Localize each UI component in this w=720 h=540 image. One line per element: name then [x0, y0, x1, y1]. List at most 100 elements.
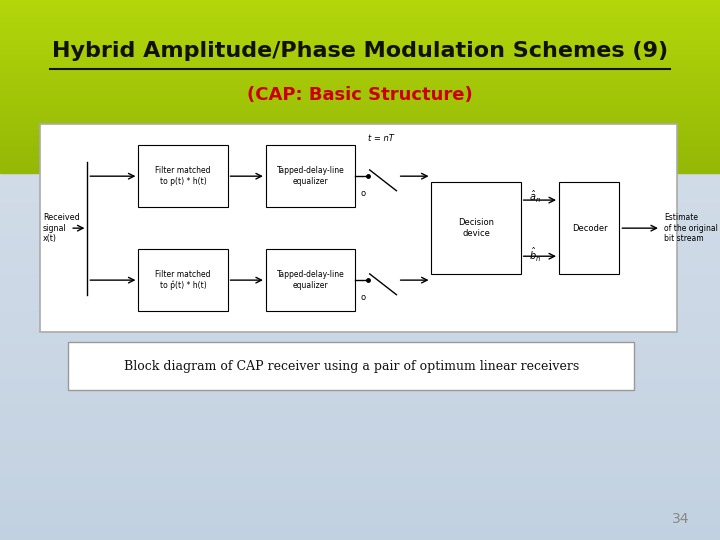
Bar [0, 312, 720, 313]
Bar [0, 150, 720, 151]
Bar [0, 232, 720, 234]
Bar [0, 367, 720, 369]
Bar [0, 511, 720, 513]
Bar [0, 524, 720, 525]
Text: Estimate
of the original
bit stream: Estimate of the original bit stream [664, 213, 718, 243]
Bar [0, 131, 720, 133]
Bar [0, 221, 720, 223]
Bar [0, 272, 720, 274]
Bar [0, 34, 720, 36]
Bar [0, 299, 720, 301]
Bar [0, 380, 720, 382]
Bar [0, 373, 720, 374]
Bar [0, 115, 720, 117]
Bar [0, 517, 720, 518]
Bar [0, 274, 720, 275]
Bar [0, 49, 720, 50]
Bar [0, 185, 720, 187]
FancyBboxPatch shape [68, 342, 634, 390]
Bar [0, 191, 720, 193]
Bar [0, 396, 720, 398]
Text: Received
signal
x(t): Received signal x(t) [42, 213, 79, 243]
Bar [0, 439, 720, 441]
Bar [0, 104, 720, 106]
Bar [0, 254, 720, 255]
Bar [0, 7, 720, 9]
Bar [0, 471, 720, 474]
Bar [0, 193, 720, 194]
Bar [0, 157, 720, 158]
Bar [0, 103, 720, 104]
FancyBboxPatch shape [266, 249, 355, 311]
Bar [0, 315, 720, 317]
Bar [0, 16, 720, 18]
Bar [0, 211, 720, 212]
Bar [0, 309, 720, 312]
Bar [0, 382, 720, 383]
Bar [0, 123, 720, 124]
Bar [0, 47, 720, 49]
Bar [0, 538, 720, 540]
Bar [0, 522, 720, 524]
Bar [0, 455, 720, 457]
Bar [0, 187, 720, 189]
Bar [0, 212, 720, 214]
Bar [0, 263, 720, 265]
Bar [0, 76, 720, 77]
Bar [0, 77, 720, 79]
Bar [0, 457, 720, 459]
Bar [0, 531, 720, 533]
Bar [0, 282, 720, 285]
Bar [0, 535, 720, 536]
Bar [0, 371, 720, 373]
Bar [0, 139, 720, 140]
Bar [0, 225, 720, 227]
Bar [0, 444, 720, 447]
Text: Decoder: Decoder [572, 224, 607, 233]
Bar [0, 425, 720, 427]
Bar [0, 466, 720, 468]
Bar [0, 4, 720, 5]
Bar [0, 288, 720, 290]
Bar [0, 410, 720, 412]
Bar [0, 448, 720, 450]
Bar [0, 142, 720, 144]
Bar [0, 74, 720, 76]
Bar [0, 223, 720, 225]
Bar [0, 463, 720, 464]
Bar [0, 0, 720, 2]
Bar [0, 349, 720, 351]
Bar [0, 171, 720, 173]
Bar [0, 27, 720, 29]
Bar [0, 117, 720, 119]
Bar [0, 52, 720, 54]
Bar [0, 258, 720, 259]
Bar [0, 113, 720, 115]
Bar [0, 488, 720, 490]
Bar [0, 158, 720, 160]
Bar [0, 328, 720, 329]
Bar [0, 417, 720, 420]
Bar [0, 248, 720, 250]
Bar [0, 477, 720, 479]
Bar [0, 509, 720, 511]
Bar [0, 329, 720, 331]
Bar [0, 351, 720, 353]
Bar [0, 85, 720, 86]
Bar [0, 112, 720, 113]
Bar [0, 66, 720, 69]
Bar [0, 385, 720, 387]
Bar [0, 340, 720, 342]
Bar [0, 470, 720, 471]
Bar [0, 239, 720, 241]
Bar [0, 268, 720, 270]
FancyBboxPatch shape [138, 249, 228, 311]
Bar [0, 177, 720, 178]
Bar [0, 275, 720, 277]
Bar [0, 86, 720, 88]
Bar [0, 54, 720, 56]
Bar [0, 366, 720, 367]
Bar [0, 12, 720, 15]
Bar [0, 409, 720, 410]
Bar [0, 50, 720, 52]
